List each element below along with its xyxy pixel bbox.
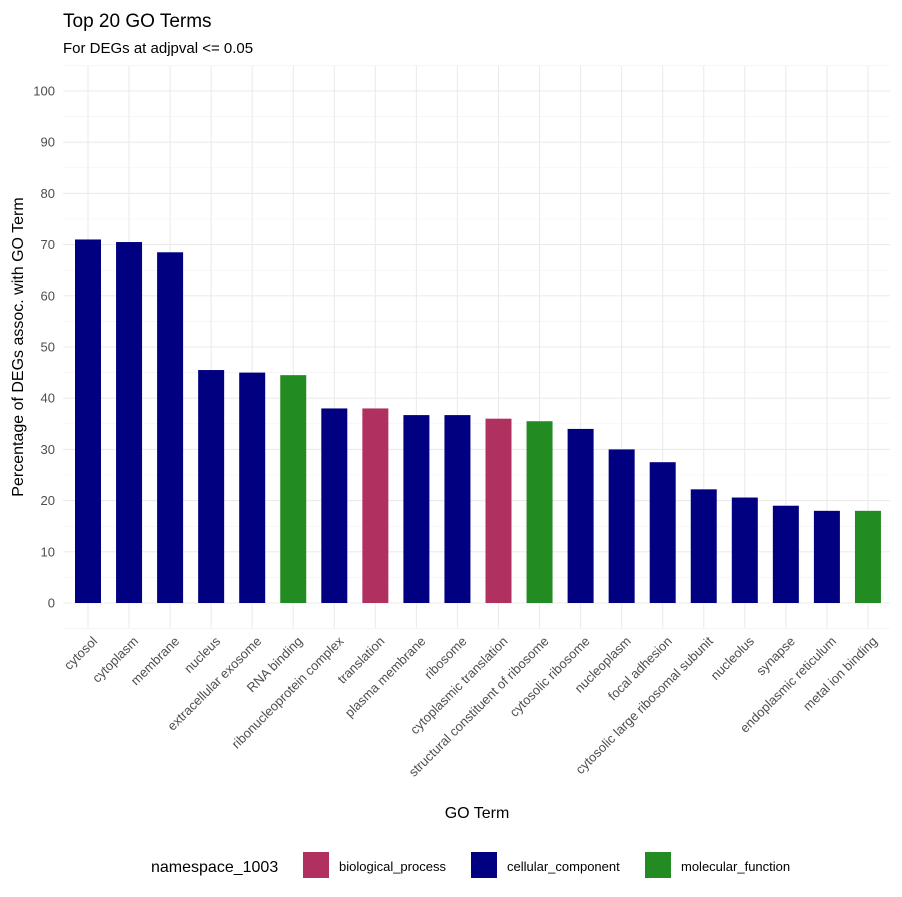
y-tick-label: 60 bbox=[41, 288, 55, 303]
x-tick-label: plasma membrane bbox=[342, 634, 429, 721]
bar-plasma-membrane bbox=[403, 415, 430, 603]
y-tick-label: 70 bbox=[41, 237, 55, 252]
legend-label-biological-process: biological_process bbox=[339, 859, 446, 874]
legend-key-molecular-function bbox=[645, 852, 671, 878]
bar-membrane bbox=[157, 252, 184, 603]
bar-ribosome bbox=[444, 415, 471, 603]
bar-cytosolic-large-ribosomal-subunit bbox=[690, 489, 717, 603]
bar-rna-binding bbox=[280, 375, 307, 603]
y-tick-label: 50 bbox=[41, 340, 55, 355]
bar-cytosol bbox=[75, 239, 101, 604]
bar-nucleus bbox=[198, 370, 225, 603]
y-tick-label: 100 bbox=[33, 84, 55, 99]
bar-translation bbox=[362, 408, 389, 603]
bar-nucleolus bbox=[731, 497, 758, 603]
bar-nucleoplasm bbox=[608, 449, 635, 603]
y-tick-label: 40 bbox=[41, 391, 55, 406]
x-axis-title: GO Term bbox=[445, 805, 510, 822]
legend-title: namespace_1003 bbox=[151, 859, 278, 876]
x-axis-ticks: cytosolcytoplasmmembranenucleusextracell… bbox=[61, 633, 880, 779]
x-tick-label: cytosol bbox=[61, 633, 100, 672]
bar-extracellular-exosome bbox=[239, 372, 266, 603]
y-tick-label: 80 bbox=[41, 186, 55, 201]
bar-endoplasmic-reticulum bbox=[813, 510, 840, 603]
y-axis-ticks: 0 10 20 30 40 50 60 70 80 90 100 bbox=[33, 84, 55, 611]
y-tick-label: 10 bbox=[41, 544, 55, 559]
bar-focal-adhesion bbox=[649, 462, 676, 603]
chart-subtitle: For DEGs at adjpval <= 0.05 bbox=[63, 40, 253, 57]
bar-synapse bbox=[772, 505, 799, 603]
bar-cytosolic-ribosome bbox=[567, 428, 594, 603]
plot-grid bbox=[63, 65, 890, 629]
bar-cytoplasmic-translation bbox=[485, 418, 512, 603]
bars-group bbox=[75, 239, 881, 604]
chart-title: Top 20 GO Terms bbox=[63, 11, 212, 32]
legend-key-biological-process bbox=[303, 852, 329, 878]
x-tick-label: nucleolus bbox=[707, 633, 757, 683]
x-tick-label: metal ion binding bbox=[800, 634, 880, 714]
legend-label-molecular-function: molecular_function bbox=[681, 859, 790, 874]
y-tick-label: 30 bbox=[41, 442, 55, 457]
bar-cytoplasm bbox=[116, 242, 143, 604]
bar-structural-constituent-of-ribosome bbox=[526, 421, 553, 603]
y-tick-label: 20 bbox=[41, 493, 55, 508]
legend: namespace_1003 biological_process cellula… bbox=[151, 852, 790, 878]
bar-ribonucleoprotein-complex bbox=[321, 408, 348, 603]
y-tick-label: 90 bbox=[41, 135, 55, 150]
y-axis-title: Percentage of DEGs assoc. with GO Term bbox=[10, 197, 27, 496]
y-tick-label: 0 bbox=[48, 596, 55, 611]
legend-label-cellular-component: cellular_component bbox=[507, 859, 620, 874]
legend-key-cellular-component bbox=[471, 852, 497, 878]
bar-metal-ion-binding bbox=[854, 510, 881, 603]
